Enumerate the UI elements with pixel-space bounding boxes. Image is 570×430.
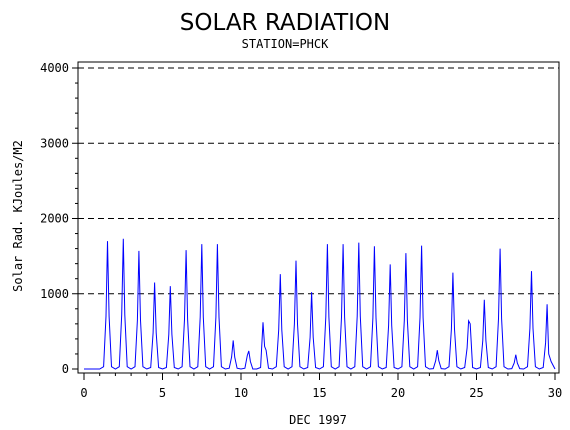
y-tick-label: 0: [62, 362, 69, 376]
x-axis-ticks: 0 5 10 15 20 25 30: [80, 373, 562, 400]
x-tick-label: 20: [391, 386, 405, 400]
chart-subtitle: STATION=PHCK: [242, 37, 329, 51]
y-tick-label: 2000: [40, 212, 69, 226]
x-axis-label: DEC 1997: [289, 413, 347, 427]
x-tick-label: 5: [159, 386, 166, 400]
plot-frame: [77, 61, 560, 374]
grid-lines: [78, 67, 559, 295]
chart-title: SOLAR RADIATION: [180, 10, 390, 36]
series-layer: [84, 238, 556, 370]
x-tick-label: 15: [312, 386, 326, 400]
y-axis-label: Solar Rad. KJoules/M2: [11, 140, 25, 292]
y-tick-label: 4000: [40, 61, 69, 75]
y-axis-ticks: 0 1000 2000 3000 4000: [40, 61, 78, 376]
x-tick-label: 0: [80, 386, 87, 400]
x-tick-label: 30: [548, 386, 562, 400]
y-tick-label: 1000: [40, 287, 69, 301]
y-tick-label: 3000: [40, 136, 69, 150]
x-tick-label: 25: [469, 386, 483, 400]
x-tick-label: 10: [234, 386, 248, 400]
series-line: [84, 238, 556, 370]
